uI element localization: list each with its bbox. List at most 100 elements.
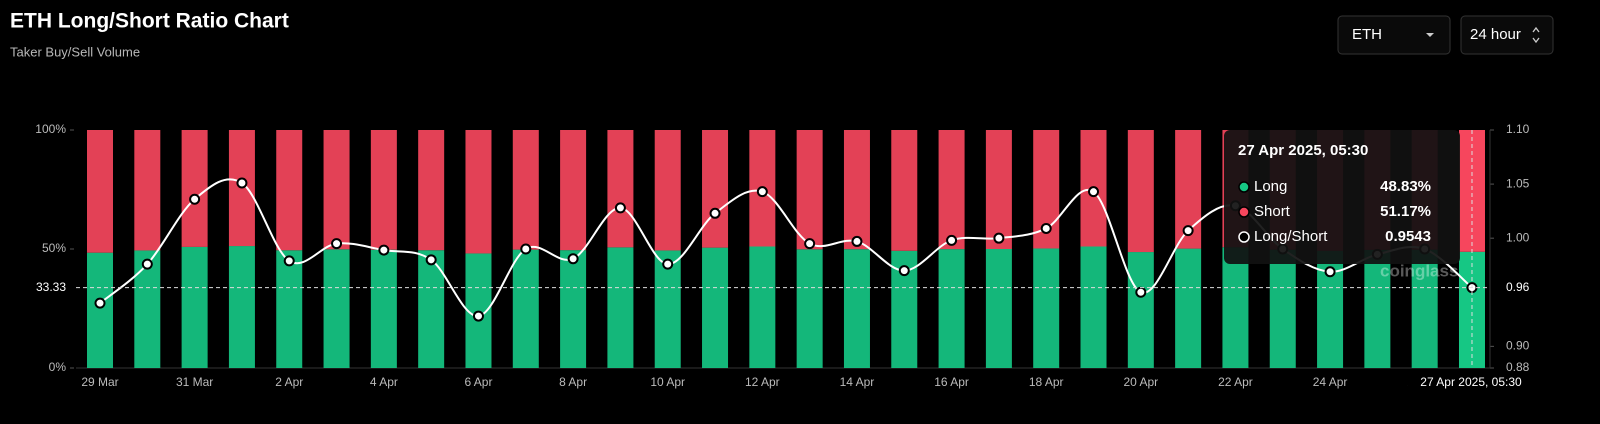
ratio-point [851,235,863,247]
ratio-point [756,186,768,198]
bar-long [1222,247,1249,368]
bar-long [560,250,587,368]
y-tick-label: 0% [49,360,67,374]
bar-long [843,249,870,368]
y-tick-label: 100% [35,122,66,136]
tooltip-series-name: Short [1254,203,1291,220]
spinner-icon [1532,26,1540,44]
bar-short [465,130,492,254]
ratio-point [141,258,153,270]
bar-long [607,247,634,368]
bar-short [702,130,729,248]
watermark: coinglass [1380,261,1458,280]
bar-long [1175,248,1202,368]
bar-short [1458,130,1485,252]
bar-short [87,130,113,253]
ratio-point [189,193,201,205]
ratio-point [425,254,437,266]
ratio-point [520,243,532,255]
interval-select-value: 24 hour [1470,26,1521,43]
bar-long [323,249,350,368]
x-tick-label: 31 Mar [176,375,213,389]
ratio-point [94,297,106,309]
tooltip-title: 27 Apr 2025, 05:30 [1238,142,1368,159]
bar-long [276,250,303,368]
bar-long [87,252,113,368]
ratio-point [1135,286,1147,298]
bar-long [1269,249,1296,368]
ratio-point [898,265,910,277]
x-tick-label: 29 Mar [81,375,118,389]
ratio-point [614,202,626,214]
bar-short [418,130,445,251]
bar-short [181,130,208,247]
tooltip: 27 Apr 2025, 05:30 Long 48.83% Short 51.17% L… [1224,130,1460,264]
ratio-point [283,255,295,267]
ratio-point [993,232,1005,244]
tooltip-value: 51.17% [1380,203,1431,220]
y-tick-label: 50% [42,241,66,255]
tooltip-swatch [1238,206,1250,218]
bar-long [370,249,397,368]
ratio-point [472,310,484,322]
bar-short [1127,130,1154,253]
x-tick-label: 2 Apr [275,375,303,389]
tooltip-series-name: Long/Short [1254,228,1328,245]
crosshair-left-bg [0,277,74,298]
bar-short [276,130,303,251]
x-tick-label: 12 Apr [745,375,780,389]
interval-select[interactable] [1460,15,1554,55]
y2-tick-label: 0.88 [1506,360,1530,374]
ratio-point [236,177,248,189]
coin-select-value: ETH [1352,26,1382,43]
bar-long [985,249,1012,368]
chart-subtitle: Taker Buy/Sell Volume [10,44,140,59]
ratio-point [331,238,343,250]
crosshair-right-bg [1494,277,1544,298]
y2-tick-label: 1.10 [1506,122,1530,136]
bar-long [1364,249,1391,368]
dropdown-icon [1426,33,1434,37]
x-tick-label: 6 Apr [464,375,492,389]
bar-short [323,130,350,250]
crosshair-x-bg [1408,373,1534,393]
chart-title: ETH Long/Short Ratio Chart [10,10,289,33]
bar-short [796,130,823,250]
bar-long [181,246,208,368]
bar-long [134,250,161,368]
x-tick-label: 10 Apr [650,375,685,389]
ratio-point [1182,225,1194,237]
coin-select[interactable] [1337,15,1451,55]
bar-long [938,249,965,368]
ratio-point [946,234,958,246]
x-tick-label: 14 Apr [840,375,875,389]
x-tick-label: 8 Apr [559,375,587,389]
ratio-point [567,253,579,265]
x-tick-label: 18 Apr [1029,375,1064,389]
tooltip-swatch [1238,231,1250,243]
ratio-point [804,238,816,250]
bar-long [702,247,729,368]
tooltip-value: 48.83% [1380,178,1431,195]
tooltip-value: 0.9543 [1385,228,1431,245]
bar-long [1080,246,1107,368]
bar-long [1033,248,1060,368]
bar-long [1411,249,1438,368]
crosshair-left-label: 33.33 [36,280,66,294]
x-tick-label: 20 Apr [1123,375,1158,389]
x-tick-label: 22 Apr [1218,375,1253,389]
bar-short [512,130,539,250]
ratio-point [662,258,674,270]
y2-tick-label: 1.05 [1506,176,1530,190]
bar-long [512,249,539,368]
tooltip-swatch [1238,181,1250,193]
bar-short [134,130,161,251]
y2-tick-label: 1.00 [1506,230,1530,244]
bar-short [985,130,1012,249]
ratio-point [709,207,721,219]
tooltip-series-name: Long [1254,178,1287,195]
crosshair-right-label: 0.96 [1506,280,1530,294]
crosshair-x-label: 27 Apr 2025, 05:30 [1420,375,1522,389]
